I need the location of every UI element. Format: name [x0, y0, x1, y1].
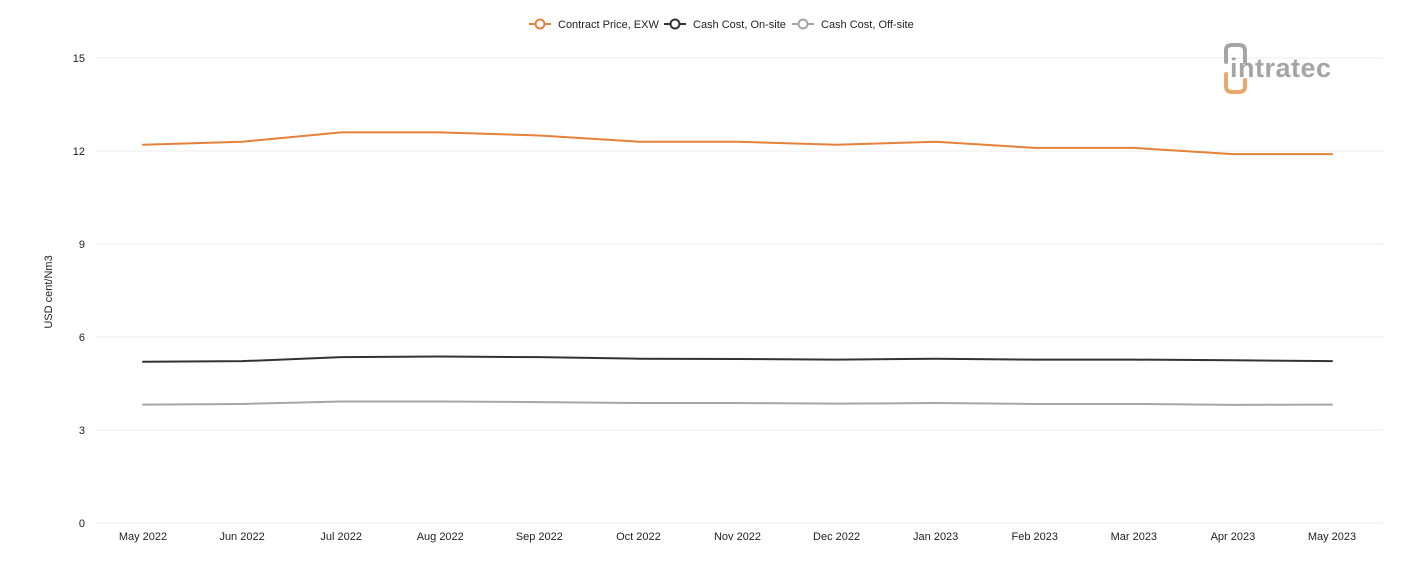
x-tick-label: Nov 2022	[714, 531, 761, 543]
x-tick-label: Jan 2023	[913, 531, 958, 543]
y-tick-label: 9	[79, 239, 85, 251]
y-tick-label: 12	[73, 146, 85, 158]
logo-mark-icon	[1224, 43, 1247, 94]
y-axis-title: USD cent/Nm3	[43, 255, 55, 328]
x-tick-label: May 2022	[119, 531, 167, 543]
series-group	[142, 131, 1333, 156]
intratec-logo: intratec	[1224, 43, 1332, 94]
chart-series	[142, 131, 1333, 406]
y-tick-label: 15	[73, 53, 85, 65]
y-tick-label: 3	[79, 425, 85, 437]
x-tick-label: Jul 2022	[320, 531, 362, 543]
chart-gridlines	[96, 57, 1383, 524]
legend-item[interactable]: Contract Price, EXW	[529, 18, 659, 31]
x-axis-tick-labels: May 2022 Jun 2022 Jul 2022 Aug 2022 Sep 2022…	[119, 531, 1356, 543]
logo-wordmark: intratec	[1230, 53, 1332, 83]
legend-marker-icon	[797, 18, 809, 30]
legend-label: Contract Price, EXW	[558, 19, 659, 31]
y-tick-label: 6	[79, 332, 85, 344]
x-tick-label: May 2023	[1308, 531, 1356, 543]
series-line	[142, 400, 1333, 406]
series-line	[142, 131, 1333, 156]
y-tick-label: 0	[79, 518, 85, 530]
legend-item[interactable]: Cash Cost, On-site	[664, 18, 786, 31]
x-tick-label: Aug 2022	[417, 531, 464, 543]
x-tick-label: Apr 2023	[1211, 531, 1256, 543]
legend-marker-icon	[534, 18, 546, 30]
x-tick-label: Jun 2022	[219, 531, 264, 543]
legend-marker-icon	[669, 18, 681, 30]
x-tick-label: Mar 2023	[1111, 531, 1157, 543]
chart-legend: Contract Price, EXW Cash Cost, On-site Cas…	[529, 18, 914, 31]
series-group	[142, 400, 1333, 406]
x-tick-label: Feb 2023	[1012, 531, 1058, 543]
y-axis-tick-labels: 0 3 6 9 12 15	[73, 53, 85, 530]
x-tick-label: Oct 2022	[616, 531, 661, 543]
legend-item[interactable]: Cash Cost, Off-site	[792, 18, 914, 31]
x-tick-label: Dec 2022	[813, 531, 860, 543]
series-group	[142, 355, 1333, 363]
x-tick-label: Sep 2022	[516, 531, 563, 543]
legend-label: Cash Cost, On-site	[693, 19, 786, 31]
legend-label: Cash Cost, Off-site	[821, 19, 914, 31]
series-line	[142, 355, 1333, 363]
